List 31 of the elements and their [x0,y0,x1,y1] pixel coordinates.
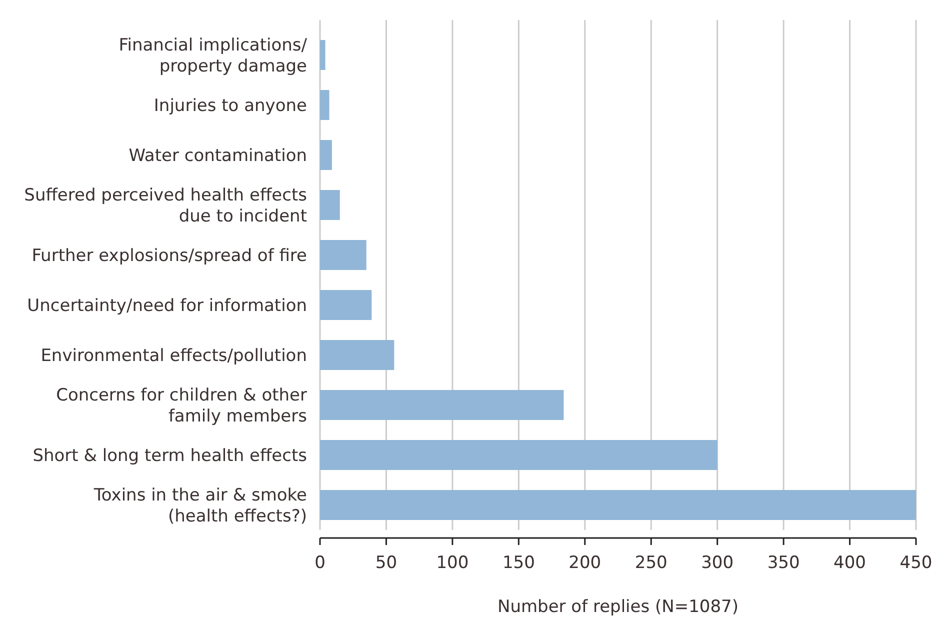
x-tick-label: 0 [314,553,326,573]
bar [320,190,340,220]
bar [320,240,366,270]
bar [320,340,394,370]
bar [320,490,916,520]
y-tick-label: Injuries to anyone [154,96,307,116]
x-tick-label: 150 [502,553,535,573]
x-tick-label: 350 [767,553,800,573]
y-tick-label: Financial implications/ property damage [118,36,308,76]
bar [320,440,718,470]
bar [320,40,326,70]
y-tick-label: Uncertainty/need for information [27,296,307,316]
bar [320,390,564,420]
y-tick-label: Toxins in the air & smoke (health effects?) [92,486,307,526]
y-tick-label: Concerns for children & other family members [56,386,308,426]
x-tick-label: 300 [701,553,734,573]
x-tick-label: 100 [436,553,469,573]
y-tick-label: Water contamination [128,146,307,166]
bar [320,90,330,120]
x-tick-label: 200 [568,553,602,573]
bar [320,140,332,170]
bar [320,290,372,320]
y-tick-label: Short & long term health effects [32,446,308,466]
x-tick-label: 50 [375,553,398,573]
y-tick-label: Environmental effects/pollution [40,346,307,366]
x-tick-label: 250 [634,553,668,573]
y-tick-label: Suffered perceived health effects due to incident [24,186,308,226]
x-tick-label: 400 [834,553,866,573]
x-axis-title: Number of replies (N=1087) [497,597,739,617]
x-tick-label: 450 [900,553,932,573]
y-tick-label: Further explosions/spread of fire [32,246,307,266]
